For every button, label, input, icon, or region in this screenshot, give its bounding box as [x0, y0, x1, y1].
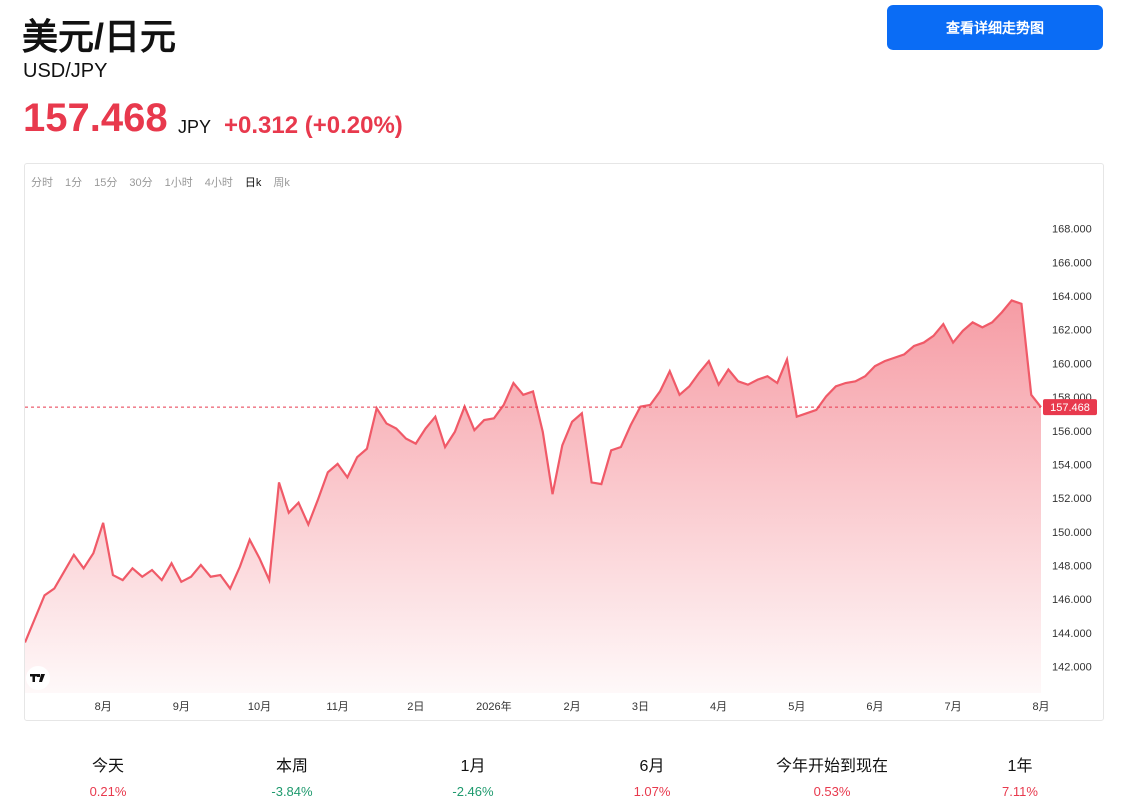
stat: 6月 1.07% — [562, 752, 742, 799]
price-badge — [1043, 399, 1097, 416]
x-tick-label: 4月 — [710, 701, 727, 713]
stat-value: 0.21% — [89, 784, 127, 799]
tab[interactable]: 分时 — [31, 176, 53, 189]
price-badge-label: 157.468 — [1050, 402, 1090, 414]
logo — [26, 666, 50, 690]
price: 157.468 — [23, 96, 168, 140]
unit: JPY — [178, 117, 212, 137]
stat-label: 1年 — [1007, 758, 1033, 775]
stat: 本周 -3.84% — [202, 752, 382, 799]
stat: 1月 -2.46% — [383, 752, 563, 799]
area-fill — [25, 300, 1041, 693]
stat-label: 今年开始到现在 — [775, 758, 888, 775]
stat-label: 本周 — [275, 758, 308, 775]
y-tick-label: 154.000 — [1052, 459, 1092, 471]
tab[interactable]: 4小时 — [205, 176, 233, 189]
x-tick-label: 8月 — [1032, 701, 1049, 713]
change: +0.312 (+0.20%) — [224, 112, 403, 139]
detail-button[interactable]: 查看详细走势图 — [887, 5, 1103, 50]
x-tick-label: 9月 — [173, 701, 190, 713]
price-line — [25, 299, 1042, 643]
x-tick-label: 8月 — [95, 701, 112, 713]
y-tick-label: 168.000 — [1052, 224, 1092, 236]
stat-value: 7.11% — [1002, 784, 1038, 799]
x-tick-label: 11月 — [326, 701, 348, 713]
x-tick-label: 3日 — [632, 701, 649, 713]
y-tick-label: 164.000 — [1052, 291, 1092, 303]
y-tick-label: 156.000 — [1052, 426, 1092, 438]
stat-label: 6月 — [639, 758, 665, 775]
stat-label: 1月 — [460, 758, 486, 775]
stat-value: 0.53% — [813, 784, 851, 799]
x-tick-label: 2日 — [407, 701, 424, 713]
y-tick-label: 160.000 — [1052, 358, 1092, 370]
tab[interactable]: 30分 — [129, 176, 152, 189]
tab[interactable]: 日k — [245, 177, 262, 189]
stat: 今天 0.21% — [18, 752, 198, 799]
stat-label: 今天 — [91, 758, 124, 775]
y-tick-label: 142.000 — [1052, 662, 1092, 674]
x-tick-label: 7月 — [945, 701, 962, 713]
y-tick-label: 144.000 — [1052, 628, 1092, 640]
x-tick-label: 月 — [24, 701, 25, 713]
y-tick-label: 162.000 — [1052, 325, 1092, 337]
y-tick-label: 166.000 — [1052, 257, 1092, 269]
chart: 分时 1分 15分 30分 1小时 4小时 日k 周k 142.000 144.000 146.00… — [24, 163, 1104, 721]
tab[interactable]: 1小时 — [165, 176, 193, 189]
x-tick-label: 2026年 — [476, 699, 511, 713]
tab[interactable]: 周k — [273, 176, 290, 189]
y-tick-label: 152.000 — [1052, 493, 1092, 505]
x-tick-label: 10月 — [248, 701, 271, 713]
stat-value: 1.07% — [633, 784, 671, 799]
tab[interactable]: 15分 — [94, 176, 117, 189]
y-tick-label: 148.000 — [1052, 561, 1092, 573]
stat: 1年 7.11% — [930, 752, 1110, 799]
symbol: USD/JPY — [23, 60, 108, 82]
stat-value: -2.46% — [452, 784, 494, 799]
y-tick-label: 146.000 — [1052, 594, 1092, 606]
x-tick-label: 5月 — [788, 701, 805, 713]
stat: 今年开始到现在 0.53% — [742, 752, 922, 799]
stat-value: -3.84% — [271, 784, 313, 799]
title: 美元/日元 — [22, 16, 177, 57]
x-tick-label: 2月 — [564, 701, 581, 713]
y-tick-label: 150.000 — [1052, 527, 1092, 539]
tab[interactable]: 1分 — [65, 176, 82, 189]
x-tick-label: 6月 — [866, 701, 883, 713]
